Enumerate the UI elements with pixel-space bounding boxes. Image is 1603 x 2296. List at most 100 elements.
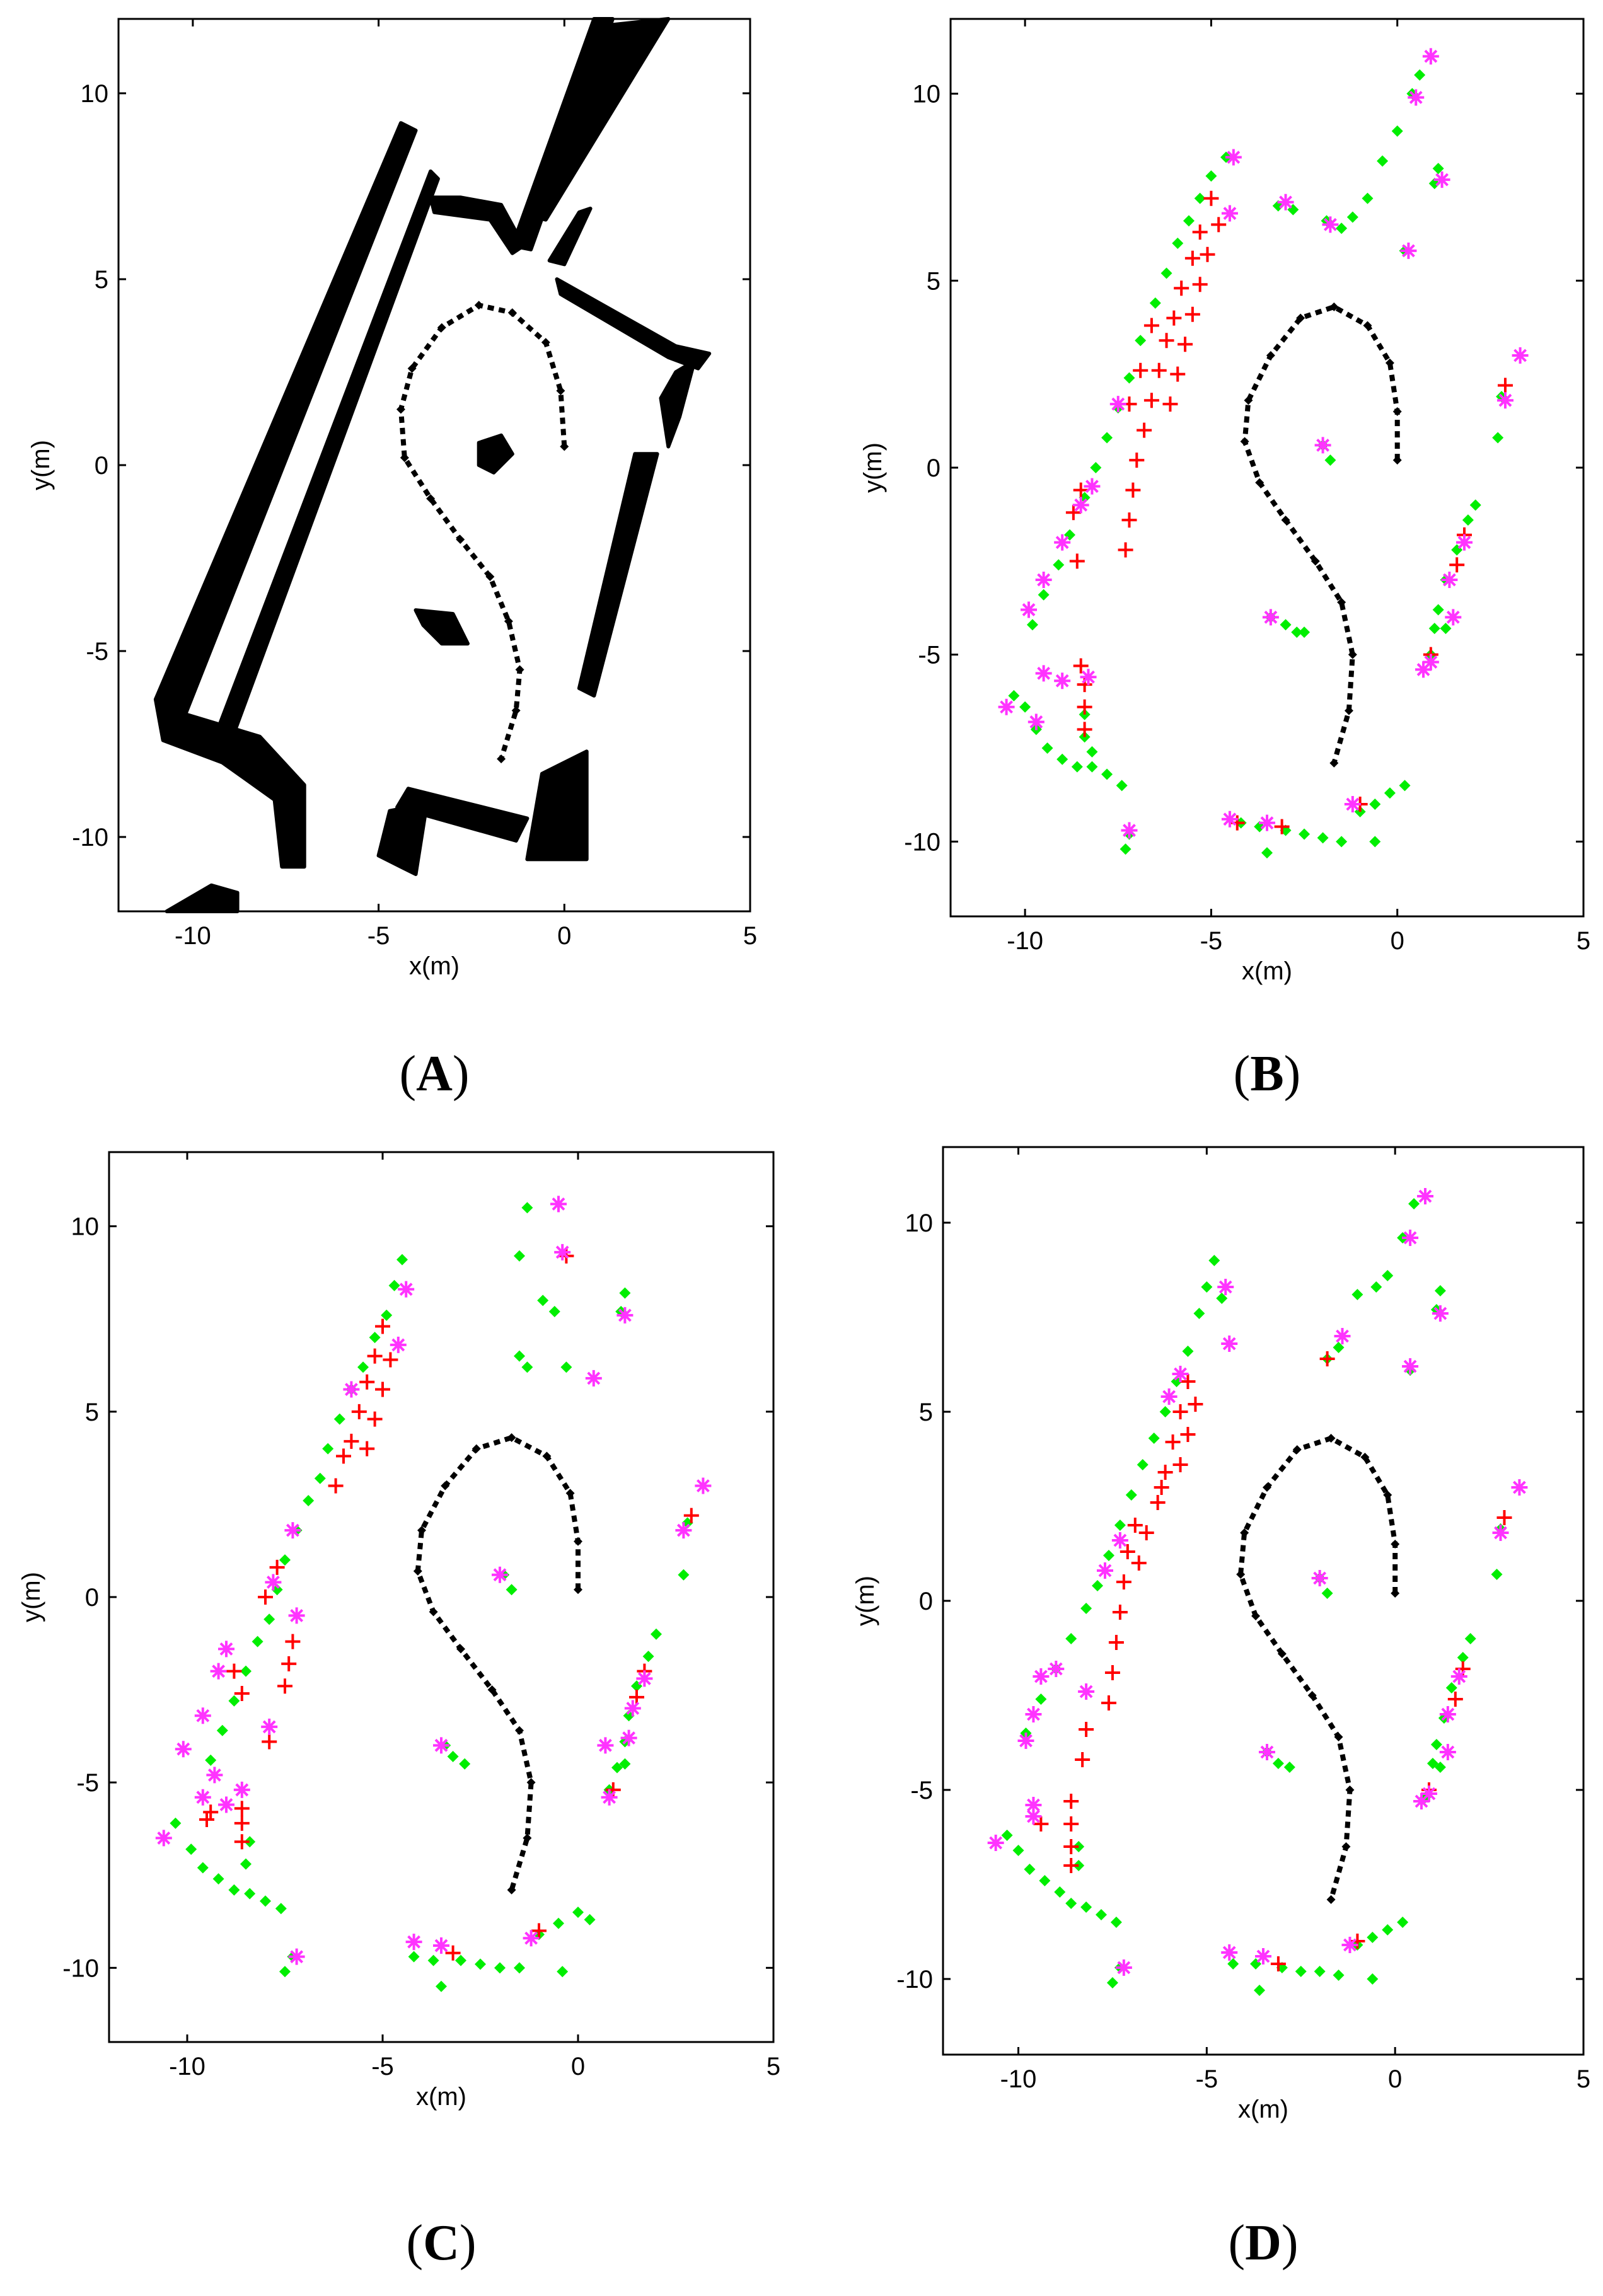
map-region xyxy=(529,17,671,222)
green-point xyxy=(1408,1198,1420,1209)
magenta-point xyxy=(288,1607,305,1624)
trajectory-point xyxy=(1341,1842,1351,1851)
magenta-point xyxy=(1221,1335,1238,1352)
panel-caption: (A) xyxy=(399,1046,469,1102)
green-point xyxy=(1160,267,1172,279)
trajectory-point xyxy=(456,1644,465,1654)
y-tick-label: 0 xyxy=(927,454,940,482)
red-point xyxy=(1063,1816,1079,1832)
magenta-point xyxy=(1432,1305,1449,1322)
panel-caption: (C) xyxy=(406,2215,476,2271)
trajectory-point xyxy=(565,1489,575,1498)
red-point xyxy=(203,1804,219,1820)
green-point xyxy=(553,1917,564,1929)
red-point xyxy=(1077,699,1092,715)
trajectory-point xyxy=(1329,758,1339,768)
magenta-point xyxy=(1456,534,1473,551)
x-axis-title: x(m) xyxy=(1238,2096,1288,2123)
green-point xyxy=(1182,1346,1194,1357)
green-point xyxy=(1054,1886,1066,1898)
green-point xyxy=(1321,1588,1333,1599)
x-tick-label: -5 xyxy=(1200,927,1223,955)
green-point xyxy=(1491,1569,1503,1580)
x-axis-title: x(m) xyxy=(416,2083,466,2111)
trajectory-point xyxy=(441,1481,450,1491)
green-point xyxy=(514,1250,525,1262)
green-point xyxy=(447,1750,459,1762)
red-point xyxy=(629,1689,644,1705)
red-point xyxy=(1116,1574,1131,1589)
red-point xyxy=(375,1318,390,1334)
magenta-point xyxy=(1027,713,1045,730)
red-point xyxy=(1447,1692,1463,1707)
magenta-point xyxy=(265,1574,282,1591)
y-tick-label: 10 xyxy=(81,80,109,108)
magenta-point xyxy=(585,1370,602,1387)
trajectory-point xyxy=(1262,1483,1271,1492)
green-point xyxy=(216,1724,228,1736)
green-point xyxy=(506,1584,518,1596)
green-point xyxy=(1434,1762,1446,1773)
map-region xyxy=(395,787,530,843)
y-tick-label: -10 xyxy=(72,824,108,851)
magenta-point xyxy=(1084,478,1101,495)
y-tick-label: 5 xyxy=(95,266,108,294)
red-point xyxy=(281,1656,297,1671)
magenta-point xyxy=(1221,1944,1238,1961)
red-point xyxy=(269,1559,285,1575)
green-point xyxy=(1299,626,1311,638)
green-point xyxy=(357,1361,369,1373)
magenta-point xyxy=(433,1937,449,1954)
magenta-point xyxy=(1017,1733,1034,1749)
red-point xyxy=(1274,819,1290,834)
x-tick-label: 5 xyxy=(767,2053,780,2080)
green-point xyxy=(1432,163,1444,175)
green-point xyxy=(1159,1406,1171,1417)
red-point xyxy=(1138,1525,1154,1540)
trajectory-point xyxy=(1292,1445,1302,1454)
green-point xyxy=(1120,843,1131,855)
green-point xyxy=(185,1843,197,1855)
green-point xyxy=(1090,462,1102,473)
magenta-point xyxy=(695,1477,712,1494)
magenta-point xyxy=(1344,796,1361,812)
trajectory-point xyxy=(507,308,517,318)
green-point xyxy=(1362,192,1374,204)
magenta-point xyxy=(1422,48,1439,65)
green-point xyxy=(1272,1758,1284,1769)
red-point xyxy=(1151,362,1167,378)
y-tick-label: 0 xyxy=(85,1584,99,1612)
red-point xyxy=(1125,482,1141,498)
green-point xyxy=(1019,701,1031,713)
trajectory-point xyxy=(407,364,417,373)
green-point xyxy=(619,1287,631,1299)
green-point xyxy=(1080,1901,1092,1913)
green-point xyxy=(1283,1762,1295,1773)
red-point xyxy=(367,1348,383,1364)
trajectory-point xyxy=(504,616,513,626)
green-point xyxy=(260,1895,271,1907)
red-point xyxy=(1101,1695,1116,1710)
green-point xyxy=(1384,787,1396,799)
green-point xyxy=(1440,623,1452,635)
trajectory-point xyxy=(523,1833,532,1843)
x-tick-label: -10 xyxy=(1007,927,1043,955)
green-point xyxy=(197,1862,209,1874)
magenta-point xyxy=(261,1718,278,1735)
panel-c: -10 -5 0 5 -10 -5 0 5 10 x(m) y(m) (C) xyxy=(18,1151,780,2271)
green-point xyxy=(1149,297,1161,309)
magenta-point xyxy=(1035,572,1052,588)
red-point xyxy=(1497,378,1513,393)
green-point xyxy=(1086,761,1098,773)
green-point xyxy=(279,1554,291,1566)
trajectory-line xyxy=(398,303,567,760)
trajectory-point xyxy=(474,301,483,310)
map-region xyxy=(477,433,514,475)
red-point xyxy=(1079,1722,1094,1737)
red-point xyxy=(1127,1518,1143,1533)
green-point xyxy=(1333,1970,1345,1981)
magenta-point xyxy=(288,1948,305,1965)
magenta-point xyxy=(218,1796,234,1813)
red-point xyxy=(226,1663,242,1679)
green-point xyxy=(459,1758,471,1770)
